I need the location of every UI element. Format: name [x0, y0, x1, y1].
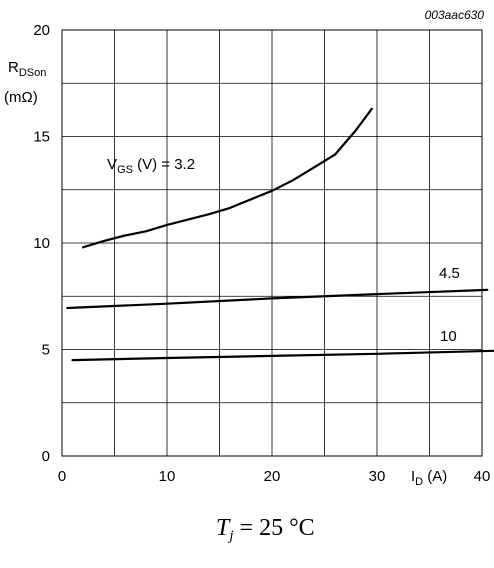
temperature-condition: Tj = 25 °C: [216, 515, 315, 544]
y-tick-labels: 0 5 10 15 20: [33, 22, 50, 465]
y-tick-label: 10: [33, 235, 50, 252]
series-label-10: 10: [440, 328, 457, 345]
plot-frame: [61, 29, 483, 457]
y-tick-label: 0: [42, 448, 50, 465]
series-line-3-2: [81, 107, 373, 249]
x-tick-label: 10: [159, 468, 176, 485]
series-lines: [66, 107, 494, 362]
x-tick-labels: 0 10 20 30 40: [58, 468, 491, 485]
y-axis-label: RDSon: [8, 59, 46, 79]
figure-code: 003aac630: [425, 8, 485, 22]
x-axis-label: ID (A): [411, 468, 447, 488]
series-line-10: [71, 349, 494, 362]
y-tick-label: 20: [33, 22, 50, 39]
x-tick-label: 20: [264, 468, 281, 485]
series-label-3-2: VGS (V) = 3.2: [107, 156, 195, 176]
y-axis-unit: (mΩ): [4, 89, 38, 106]
series-line-4-5: [66, 288, 489, 310]
series-label-4-5: 4.5: [439, 265, 460, 282]
y-tick-label: 15: [33, 129, 50, 146]
grid: [62, 30, 482, 456]
x-tick-label: 30: [369, 468, 386, 485]
x-tick-label: 40: [474, 468, 491, 485]
x-tick-label: 0: [58, 468, 66, 485]
y-tick-label: 5: [42, 342, 50, 359]
